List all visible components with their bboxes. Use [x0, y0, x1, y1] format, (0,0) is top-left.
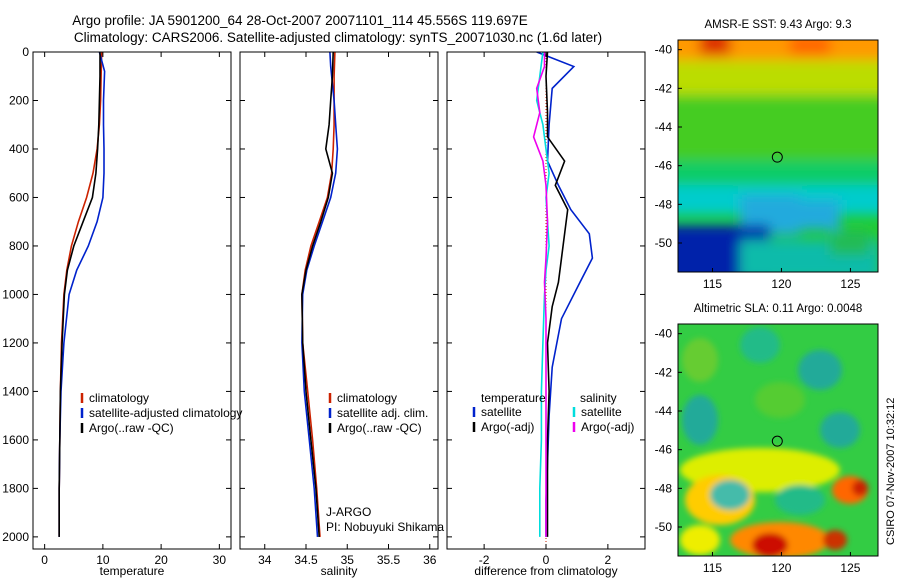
legend-label-temperature-argo: Argo(-adj) [481, 420, 534, 434]
map-frame [677, 323, 879, 557]
x-tick-label: 2 [605, 553, 612, 567]
legend-label-salinity-argo: Argo(-adj) [581, 420, 634, 434]
map-y-tick-label: -46 [655, 159, 673, 173]
y-tick-label: 400 [9, 142, 29, 156]
map-y-tick-label: -44 [655, 120, 673, 134]
series-group-panel-2 [301, 52, 339, 537]
x-tick-label: 10 [96, 553, 110, 567]
figure-title-line-2: Climatology: CARS2006. Satellite-adjuste… [73, 30, 603, 45]
legend-heading-salinity: salinity [580, 391, 617, 405]
map-y-tick-label: -42 [655, 365, 673, 379]
map-y-tick-label: -50 [655, 520, 673, 534]
map-x-tick-label: 120 [771, 561, 791, 575]
map-x-tick-label: 125 [840, 277, 860, 291]
x-tick-label: 34.5 [294, 553, 318, 567]
legend-label-satellite-adjusted: satellite adj. clim. [337, 406, 428, 420]
profile-location-marker [771, 435, 783, 447]
series-line-temperature-argo-adj- [545, 52, 569, 537]
legend-label-salinity-satellite: satellite [581, 405, 622, 419]
legend-heading-temperature: temperature [481, 391, 546, 405]
map-x-tick-label: 120 [771, 277, 791, 291]
y-tick-label: 200 [9, 93, 29, 107]
map-y-tick-label: -42 [655, 81, 673, 95]
plot-frame-panel-1 [32, 51, 232, 550]
series-group-panel-3 [532, 52, 594, 549]
x-tick-label: 30 [213, 553, 227, 567]
annotation-program: J-ARGO [326, 505, 371, 519]
timestamp-label: CSIRO 07-Nov-2007 10:32:12 [885, 397, 897, 545]
legend-label-satellite-adjusted: satellite-adjusted climatology [89, 406, 242, 420]
map-frame [677, 39, 879, 273]
legend-label-argo: Argo(..raw -QC) [89, 421, 174, 435]
map-y-tick-label: -44 [655, 404, 673, 418]
map-y-tick-label: -40 [655, 43, 673, 57]
y-tick-label: 600 [9, 190, 29, 204]
series-line-salinity-argo-adj- [532, 52, 549, 537]
map-y-tick-label: -46 [655, 443, 673, 457]
map-x-tick-label: 125 [840, 561, 860, 575]
y-tick-label: 1200 [2, 336, 29, 350]
map-y-tick-label: -48 [655, 197, 673, 211]
map-y-tick-label: -50 [655, 236, 673, 250]
x-tick-label: -2 [479, 553, 490, 567]
sla-map-title: Altimetric SLA: 0.11 Argo: 0.0048 [693, 303, 863, 315]
map-y-tick-label: -40 [655, 327, 673, 341]
x-axis-label: salinity [321, 564, 358, 578]
series-line-satellite-adj-clim- [301, 52, 339, 537]
x-axis-label: temperature [100, 564, 165, 578]
plot-frame-panel-2 [239, 51, 439, 550]
x-tick-label: 35 [341, 553, 355, 567]
series-group-panel-1 [58, 52, 106, 537]
y-tick-label: 1000 [2, 287, 29, 301]
y-tick-label: 1600 [2, 433, 29, 447]
map-y-tick-label: -48 [655, 481, 673, 495]
annotation-pi: PI: Nobuyuki Shikama [326, 520, 444, 534]
x-tick-label: 35.5 [377, 553, 401, 567]
series-line-climatology [301, 52, 336, 537]
legend-label-climatology: climatology [89, 391, 149, 405]
x-tick-label: 20 [154, 553, 168, 567]
x-tick-label: 34 [258, 553, 272, 567]
series-line-argo-raw-qc- [301, 52, 334, 537]
legend-label-temperature-satellite: satellite [481, 405, 522, 419]
legend-label-argo: Argo(..raw -QC) [337, 421, 422, 435]
sla-map [678, 324, 878, 556]
profile-location-marker [771, 151, 783, 163]
sst-map-title: AMSR-E SST: 9.43 Argo: 9.3 [704, 19, 852, 31]
x-tick-label: 36 [423, 553, 437, 567]
series-line-satellite-adjusted-climatology [58, 52, 106, 537]
sst-map [678, 40, 878, 272]
x-axis-label: difference from climatology [474, 564, 617, 578]
y-tick-label: 2000 [2, 530, 29, 544]
x-tick-label: 0 [41, 553, 48, 567]
y-tick-label: 0 [22, 45, 29, 59]
map-x-tick-label: 115 [703, 277, 722, 291]
legend-label-climatology: climatology [337, 391, 397, 405]
y-tick-label: 1800 [2, 481, 29, 495]
map-x-tick-label: 115 [703, 561, 722, 575]
series-line-climatology [58, 52, 103, 537]
x-tick-label: 0 [543, 553, 550, 567]
y-tick-label: 1400 [2, 384, 29, 398]
series-line-argo-raw-qc- [58, 52, 101, 537]
y-tick-label: 800 [9, 239, 29, 253]
figure-title-line-1: Argo profile: JA 5901200_64 28-Oct-2007 … [72, 13, 528, 28]
